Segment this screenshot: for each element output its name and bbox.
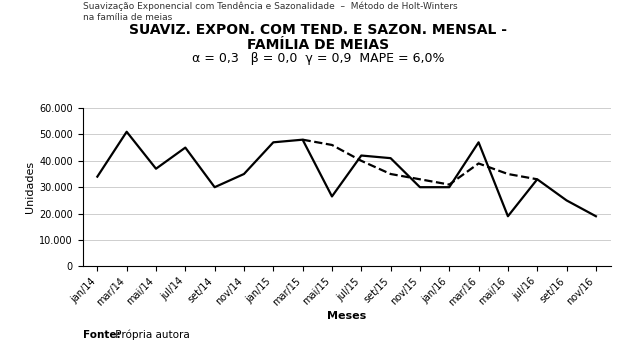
Previsão: [504, 172, 512, 176]
Y-axis label: Unidades: Unidades: [25, 161, 35, 213]
Text: Fonte:: Fonte:: [83, 330, 120, 340]
Text: Própria autora: Própria autora: [112, 330, 190, 340]
Previsão: [328, 143, 336, 147]
Demanda: [563, 198, 570, 203]
Demanda: [357, 153, 365, 158]
X-axis label: Meses: Meses: [327, 311, 366, 321]
Demanda: [445, 185, 453, 189]
Demanda: [504, 214, 512, 219]
Previsão: [357, 159, 365, 163]
Demanda: [123, 130, 130, 134]
Text: na família de meias: na família de meias: [83, 13, 172, 22]
Text: α = 0,3   β = 0,0  γ = 0,9  MAPE = 6,0%: α = 0,3 β = 0,0 γ = 0,9 MAPE = 6,0%: [191, 52, 445, 65]
Demanda: [270, 140, 277, 144]
Demanda: [474, 140, 482, 144]
Demanda: [534, 177, 541, 181]
Previsão: [474, 161, 482, 166]
Previsão: [416, 177, 424, 181]
Text: SUAVIZ. EXPON. COM TEND. E SAZON. MENSAL -: SUAVIZ. EXPON. COM TEND. E SAZON. MENSAL…: [129, 23, 507, 37]
Text: FAMÍLIA DE MEIAS: FAMÍLIA DE MEIAS: [247, 38, 389, 52]
Demanda: [387, 156, 394, 160]
Previsão: [445, 183, 453, 187]
Demanda: [240, 172, 248, 176]
Demanda: [299, 138, 307, 142]
Demanda: [592, 214, 600, 219]
Previsão: [299, 138, 307, 142]
Line: Previsão: Previsão: [303, 140, 537, 185]
Demanda: [152, 167, 160, 171]
Text: Suavização Exponencial com Tendência e Sazonalidade  –  Método de Holt-Winters: Suavização Exponencial com Tendência e S…: [83, 2, 457, 11]
Previsão: [387, 172, 394, 176]
Previsão: [534, 177, 541, 181]
Demanda: [416, 185, 424, 189]
Demanda: [211, 185, 219, 189]
Demanda: [93, 175, 101, 179]
Demanda: [328, 194, 336, 199]
Line: Demanda: Demanda: [97, 132, 596, 216]
Demanda: [181, 145, 189, 150]
